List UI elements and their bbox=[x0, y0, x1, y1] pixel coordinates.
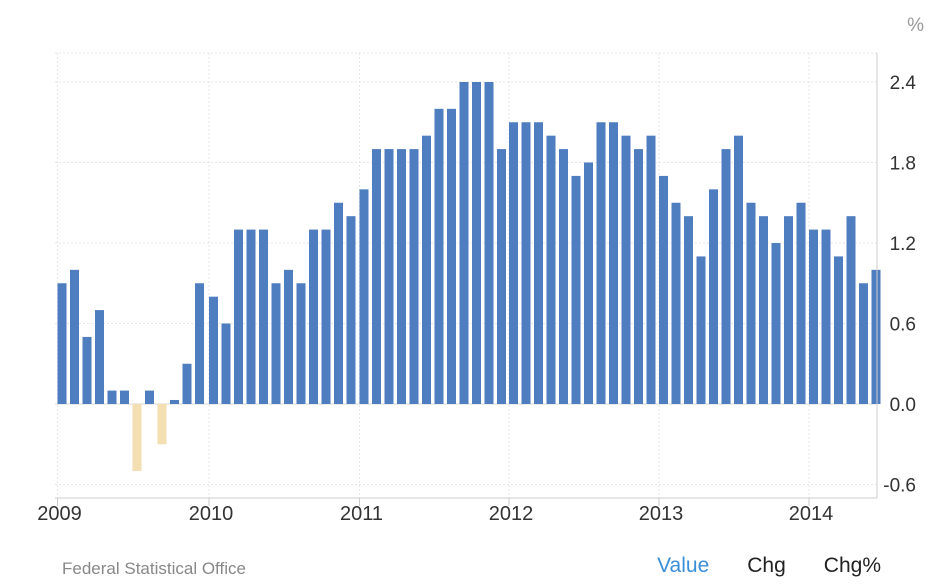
chart-bars bbox=[57, 82, 881, 472]
bar-2010-07[interactable] bbox=[284, 269, 293, 404]
bar-2012-05[interactable] bbox=[559, 149, 568, 404]
bar-2013-05[interactable] bbox=[709, 189, 718, 404]
bar-2012-06[interactable] bbox=[571, 175, 581, 404]
chart-axes: -0.6 0.0 0.6 1.2 1.8 2.4 2009 2010 2011 2012 2013 2… bbox=[37, 53, 916, 525]
bar-2013-10[interactable] bbox=[771, 243, 781, 404]
bar-2010-09[interactable] bbox=[309, 229, 318, 404]
bar-2010-05[interactable] bbox=[259, 229, 268, 404]
x-tick-label: 2012 bbox=[489, 503, 534, 525]
bar-2009-05[interactable] bbox=[107, 390, 117, 404]
bar-2014-05[interactable] bbox=[859, 283, 868, 404]
bar-2009-12[interactable] bbox=[195, 283, 204, 404]
bar-2011-08[interactable] bbox=[447, 108, 456, 404]
bar-2011-02[interactable] bbox=[372, 149, 381, 404]
y-tick-label: 1.2 bbox=[890, 234, 916, 255]
view-mode-tabs: Value Chg Chg% bbox=[657, 554, 881, 578]
tab-chg-percent[interactable]: Chg% bbox=[823, 554, 881, 577]
bar-2012-10[interactable] bbox=[621, 135, 631, 404]
bar-2010-04[interactable] bbox=[246, 229, 256, 404]
y-tick-label: -0.6 bbox=[883, 476, 916, 497]
y-tick-label: 2.4 bbox=[890, 73, 917, 94]
bar-2011-07[interactable] bbox=[434, 108, 444, 404]
bar-2010-03[interactable] bbox=[234, 229, 243, 404]
bar-2009-03[interactable] bbox=[82, 336, 92, 404]
bar-2013-02[interactable] bbox=[671, 202, 681, 404]
bar-2009-04[interactable] bbox=[95, 310, 104, 404]
bar-2010-11[interactable] bbox=[334, 202, 343, 404]
bar-2009-06[interactable] bbox=[120, 390, 129, 404]
bar-2013-07[interactable] bbox=[734, 135, 743, 404]
bar-2011-05[interactable] bbox=[409, 149, 419, 404]
bar-2011-04[interactable] bbox=[397, 149, 406, 404]
data-source-label: Federal Statistical Office bbox=[62, 559, 246, 578]
x-tick-label: 2009 bbox=[37, 503, 82, 525]
bar-2010-02[interactable] bbox=[221, 323, 231, 405]
bar-2011-12[interactable] bbox=[497, 149, 506, 404]
bar-chart: -0.6 0.0 0.6 1.2 1.8 2.4 2009 2010 2011 2012 2013 2… bbox=[37, 15, 924, 525]
bar-2014-06[interactable] bbox=[871, 269, 881, 404]
bar-2012-02[interactable] bbox=[521, 122, 531, 404]
bar-2011-09[interactable] bbox=[459, 82, 469, 404]
bar-2013-06[interactable] bbox=[721, 149, 731, 404]
bar-2011-11[interactable] bbox=[484, 82, 494, 404]
x-tick-label: 2013 bbox=[639, 503, 684, 525]
bar-2009-08[interactable] bbox=[145, 390, 154, 404]
bar-2009-07[interactable] bbox=[132, 404, 142, 472]
bar-2010-10[interactable] bbox=[321, 229, 331, 404]
x-tick-label: 2014 bbox=[789, 503, 834, 525]
bar-2013-12[interactable] bbox=[796, 202, 806, 404]
x-tick-label: 2010 bbox=[189, 503, 234, 525]
bar-2014-04[interactable] bbox=[846, 216, 856, 404]
bar-2011-03[interactable] bbox=[384, 149, 394, 404]
bar-2011-01[interactable] bbox=[359, 189, 369, 404]
bar-2013-08[interactable] bbox=[746, 202, 756, 404]
bar-2012-04[interactable] bbox=[546, 135, 556, 404]
bar-2009-01[interactable] bbox=[57, 283, 67, 404]
tab-value[interactable]: Value bbox=[657, 554, 710, 577]
bar-2010-08[interactable] bbox=[296, 283, 306, 404]
bar-2014-01[interactable] bbox=[809, 229, 818, 404]
bar-2010-06[interactable] bbox=[271, 283, 281, 404]
bar-2009-10[interactable] bbox=[170, 399, 179, 404]
bar-2012-08[interactable] bbox=[596, 122, 606, 404]
bar-2012-12[interactable] bbox=[646, 135, 656, 404]
bar-2012-03[interactable] bbox=[534, 122, 543, 404]
bar-2012-11[interactable] bbox=[634, 149, 643, 404]
chart-footer: Federal Statistical Office Value Chg Chg… bbox=[0, 550, 935, 584]
bar-2013-01[interactable] bbox=[659, 175, 668, 404]
bar-2013-03[interactable] bbox=[684, 216, 693, 404]
bar-2011-06[interactable] bbox=[422, 135, 431, 404]
bar-2012-07[interactable] bbox=[584, 162, 593, 405]
bar-2014-02[interactable] bbox=[821, 229, 831, 404]
bar-2010-01[interactable] bbox=[209, 296, 218, 404]
bar-2013-09[interactable] bbox=[759, 216, 768, 404]
bar-2009-02[interactable] bbox=[70, 269, 79, 404]
bar-2012-01[interactable] bbox=[509, 122, 518, 404]
bar-2009-09[interactable] bbox=[157, 404, 167, 445]
y-tick-label: 1.8 bbox=[890, 154, 916, 175]
bar-2011-10[interactable] bbox=[472, 82, 481, 404]
bar-2013-11[interactable] bbox=[784, 216, 793, 404]
y-tick-label: 0.0 bbox=[890, 395, 916, 416]
bar-2010-12[interactable] bbox=[346, 216, 356, 404]
tab-chg[interactable]: Chg bbox=[747, 554, 786, 577]
y-axis-unit-label: % bbox=[907, 15, 924, 36]
bar-2013-04[interactable] bbox=[696, 256, 706, 404]
bar-2014-03[interactable] bbox=[834, 256, 843, 404]
x-tick-label: 2011 bbox=[340, 503, 383, 525]
y-tick-label: 0.6 bbox=[890, 315, 916, 336]
bar-2012-09[interactable] bbox=[609, 122, 618, 404]
bar-2009-11[interactable] bbox=[182, 363, 192, 404]
